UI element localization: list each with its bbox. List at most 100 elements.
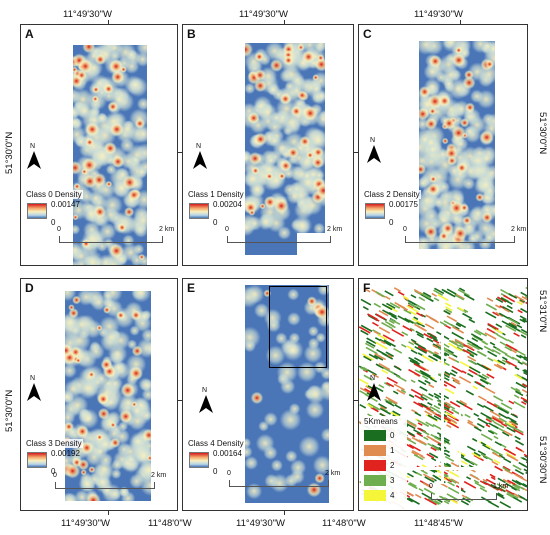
kmeans-cluster-stroke: [506, 416, 517, 423]
density-hotspot: [96, 324, 103, 332]
density-spot: [266, 213, 286, 233]
kmeans-cluster-stroke: [521, 388, 527, 394]
kmeans-cluster-stroke: [404, 317, 414, 324]
kmeans-cluster-stroke: [377, 334, 388, 341]
kmeans-cluster-stroke: [490, 483, 500, 490]
density-spot: [95, 474, 111, 490]
kmeans-cluster-stroke: [513, 394, 520, 399]
density-spot: [301, 170, 313, 182]
kmeans-cluster-stroke: [417, 422, 423, 427]
kmeans-cluster-stroke: [506, 479, 516, 486]
north-arrow-icon: [27, 383, 41, 401]
kmeans-cluster-stroke: [415, 471, 423, 477]
legend-title: 5Kmeans: [363, 417, 399, 426]
density-hotspot: [287, 146, 300, 159]
density-hotspot: [97, 393, 109, 405]
density-spot: [245, 437, 252, 449]
kmeans-cluster-stroke: [424, 323, 435, 330]
kmeans-cluster-stroke: [359, 403, 367, 409]
density-hotspot: [76, 425, 89, 438]
kmeans-cluster-stroke: [407, 472, 414, 478]
kmeans-cluster-stroke: [523, 371, 527, 376]
kmeans-cluster-stroke: [388, 311, 397, 318]
density-spot: [481, 41, 494, 52]
density-spot: [303, 344, 323, 364]
kmeans-cluster-stroke: [484, 332, 497, 340]
kmeans-cluster-stroke: [392, 390, 399, 395]
kmeans-cluster-stroke: [368, 353, 379, 360]
kmeans-cluster-stroke: [423, 473, 435, 481]
kmeans-cluster-stroke: [503, 294, 516, 303]
legend-min-value: 0: [389, 218, 394, 227]
graticule-tick: [284, 20, 285, 24]
kmeans-cluster-stroke: [434, 395, 440, 400]
density-spot: [305, 400, 325, 420]
density-hotspot: [77, 458, 90, 471]
kmeans-cluster-stroke: [480, 412, 492, 420]
kmeans-cluster-stroke: [521, 376, 527, 381]
kmeans-cluster-stroke: [443, 320, 456, 328]
kmeans-cluster-stroke: [480, 453, 494, 462]
kmeans-cluster-stroke: [384, 320, 394, 327]
kmeans-cluster-stroke: [414, 323, 427, 332]
kmeans-cluster-stroke: [476, 362, 489, 371]
kmeans-class-swatch: [364, 475, 386, 486]
north-arrow: N: [197, 387, 215, 413]
kmeans-cluster-stroke: [495, 311, 504, 318]
kmeans-cluster-stroke: [394, 404, 402, 410]
kmeans-cluster-stroke: [481, 340, 489, 346]
kmeans-cluster-stroke: [381, 303, 393, 311]
density-spot: [72, 314, 92, 335]
legend-max-value: 0.00204: [213, 200, 242, 209]
density-spot: [129, 78, 142, 91]
kmeans-cluster-stroke: [442, 348, 454, 356]
kmeans-cluster-stroke: [367, 369, 377, 376]
kmeans-cluster-stroke: [519, 315, 527, 321]
kmeans-cluster-stroke: [409, 481, 417, 488]
kmeans-cluster-stroke: [381, 321, 393, 330]
kmeans-cluster-stroke: [466, 344, 473, 349]
density-hotspot: [299, 135, 311, 148]
kmeans-cluster-stroke: [414, 342, 426, 350]
kmeans-cluster-stroke: [443, 452, 451, 458]
kmeans-cluster-stroke: [464, 458, 475, 466]
north-arrow-icon: [193, 151, 207, 169]
kmeans-class-label: 2: [390, 461, 395, 470]
kmeans-cluster-stroke: [431, 292, 438, 297]
density-spot: [245, 82, 256, 95]
legend-title: Class 0 Density: [25, 190, 83, 199]
kmeans-cluster-stroke: [432, 344, 438, 349]
kmeans-cluster-stroke: [467, 342, 480, 351]
density-spot: [443, 78, 455, 90]
density-spot: [288, 403, 301, 415]
kmeans-cluster-stroke: [387, 398, 397, 405]
kmeans-cluster-stroke: [424, 410, 433, 416]
kmeans-road-gap: [415, 467, 485, 470]
kmeans-cluster-stroke: [388, 319, 395, 325]
kmeans-cluster-stroke: [511, 479, 522, 486]
kmeans-cluster-stroke: [448, 339, 461, 347]
graticule-tick: [354, 400, 358, 401]
density-hotspot: [70, 346, 82, 358]
density-hotspot: [297, 43, 305, 51]
density-hotspot: [82, 45, 96, 54]
north-arrow-icon: [367, 383, 381, 401]
kmeans-cluster-stroke: [444, 455, 455, 462]
kmeans-cluster-stroke: [519, 318, 526, 324]
kmeans-cluster-stroke: [485, 416, 495, 423]
panel-b-class1-density: B N Class 1 Density 0.00204 0 0 2 km: [182, 24, 354, 266]
scale-start-label: 0: [227, 470, 231, 477]
kmeans-cluster-stroke: [444, 381, 457, 389]
kmeans-cluster-stroke: [513, 400, 526, 409]
density-hotspot: [427, 93, 443, 110]
density-hotspot: [76, 69, 88, 81]
density-spot: [433, 196, 445, 208]
kmeans-class-label: 3: [390, 476, 395, 485]
kmeans-cluster-stroke: [494, 465, 503, 472]
kmeans-cluster-stroke: [522, 482, 527, 487]
density-spot: [248, 180, 267, 198]
scale-end-label: 2 km: [151, 472, 167, 479]
kmeans-cluster-stroke: [466, 339, 479, 347]
kmeans-cluster-stroke: [433, 343, 439, 348]
kmeans-cluster-stroke: [438, 392, 450, 400]
